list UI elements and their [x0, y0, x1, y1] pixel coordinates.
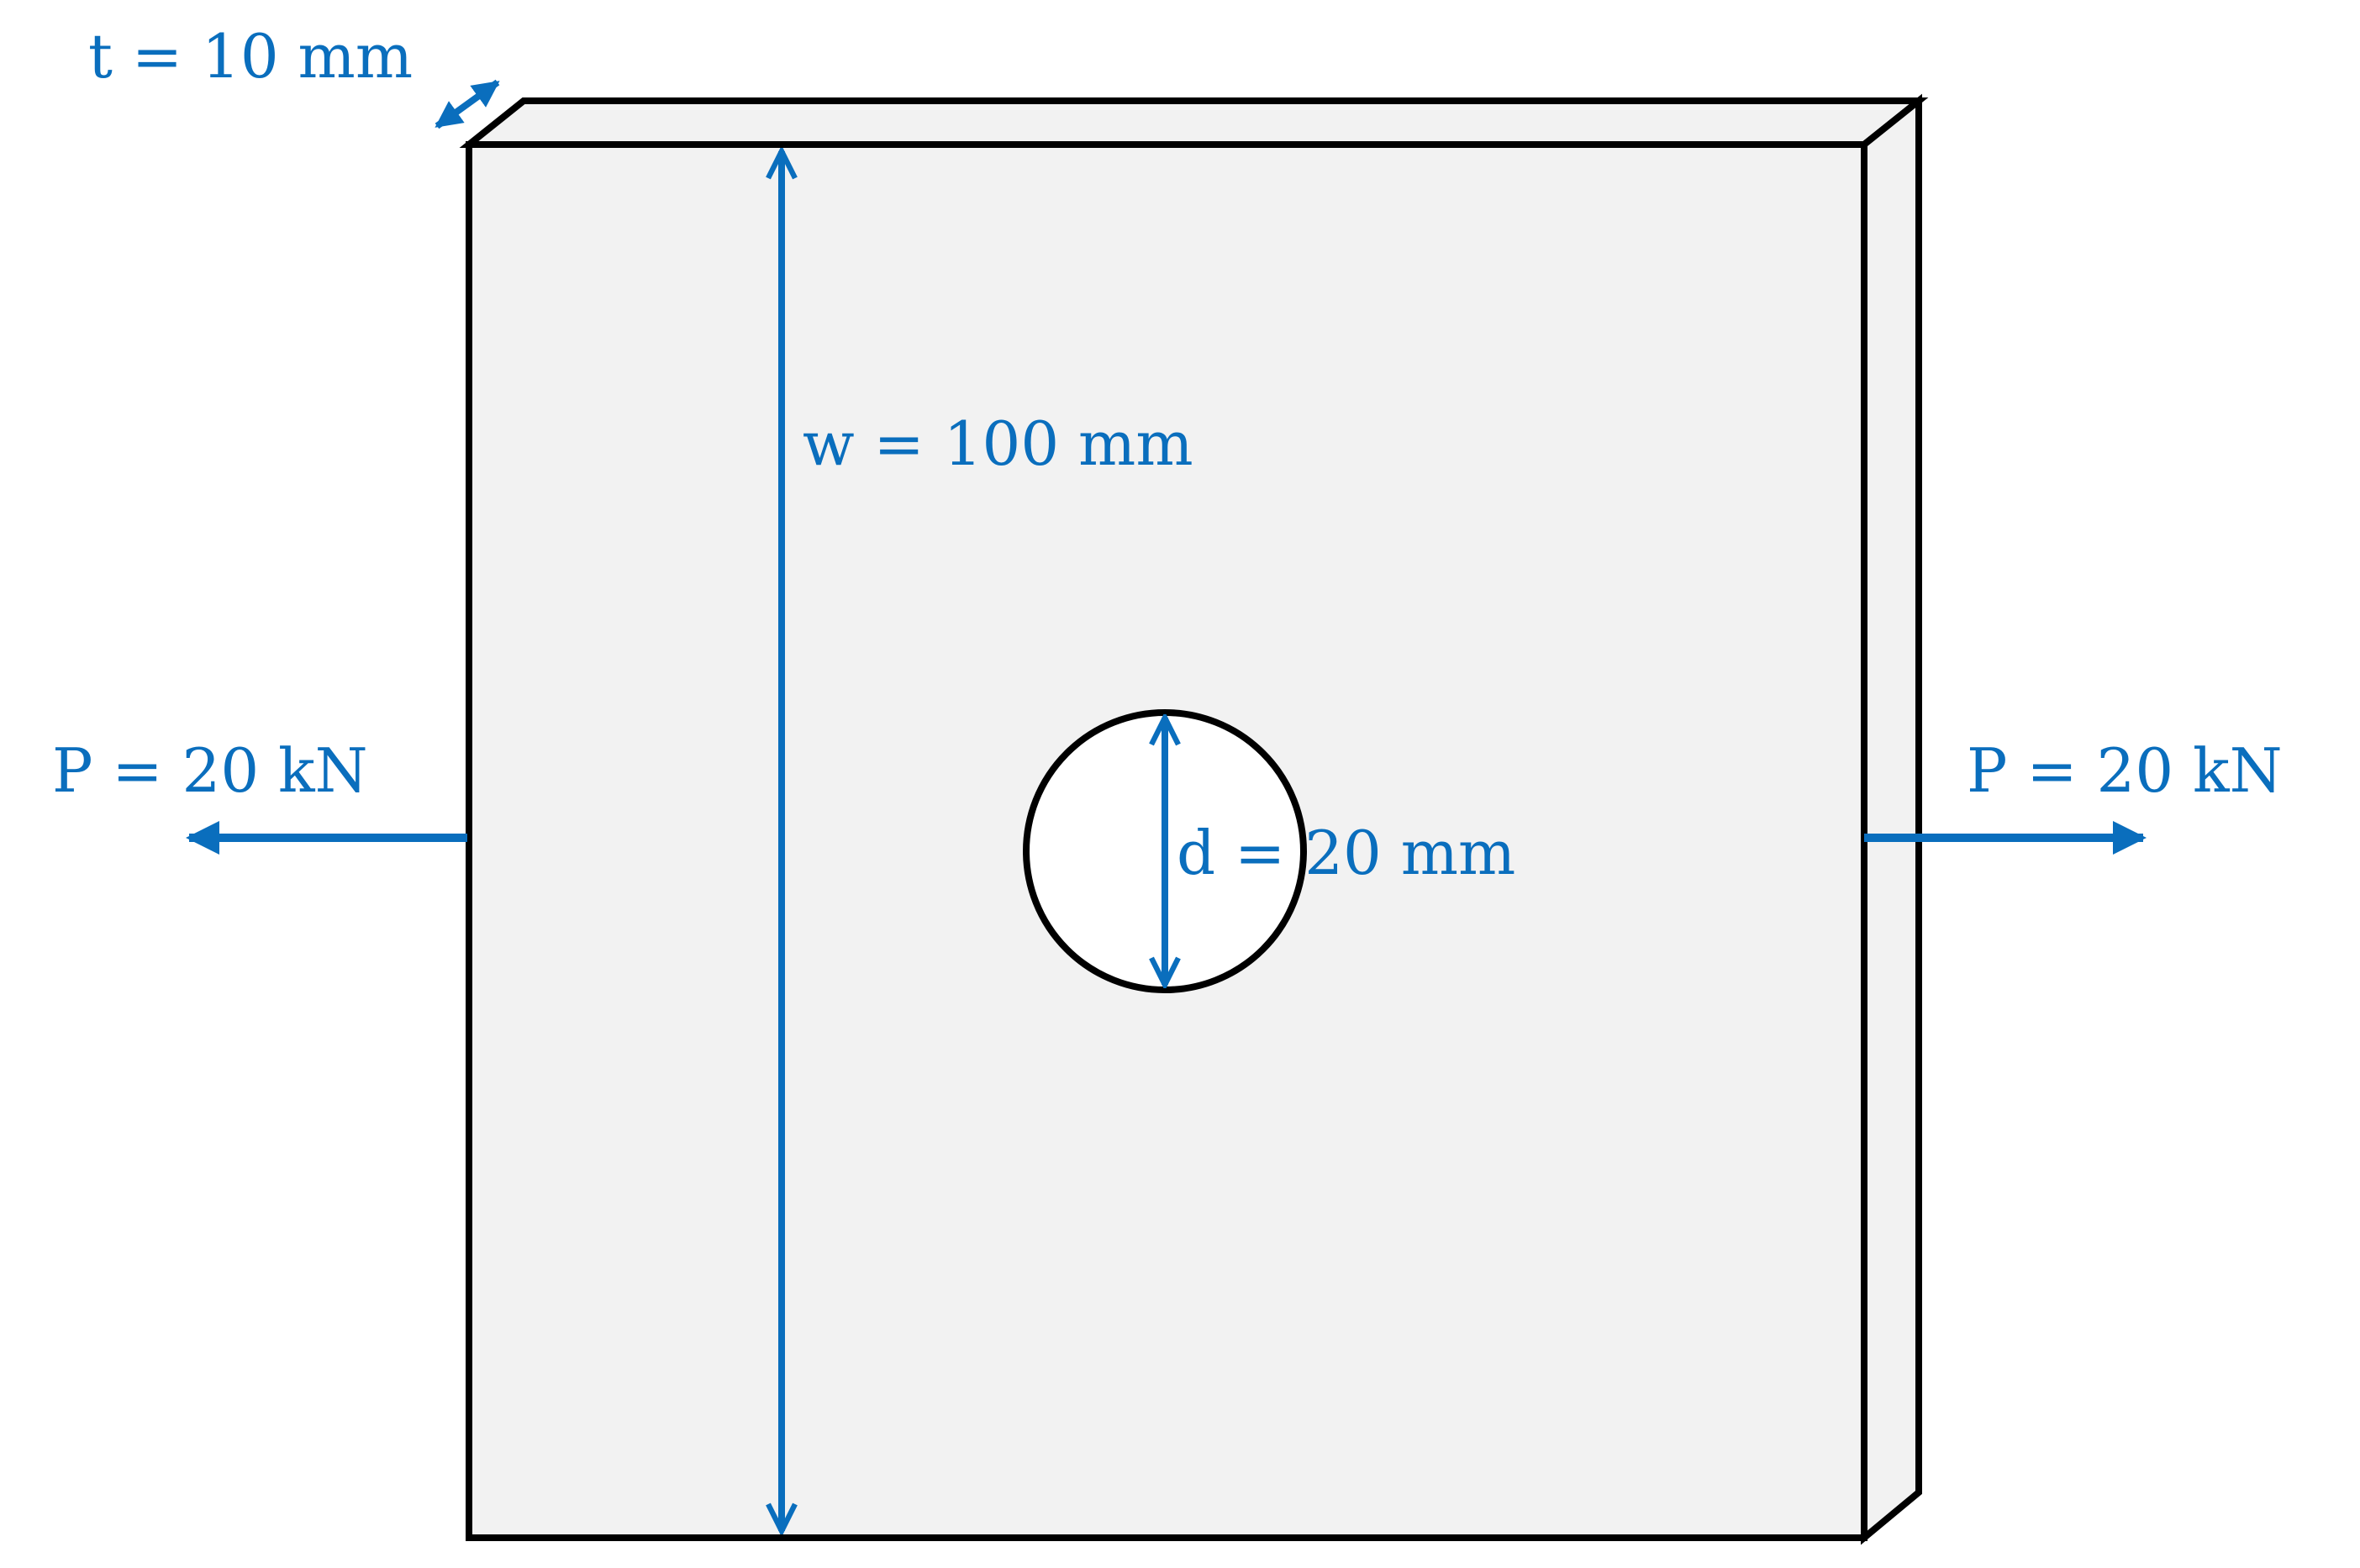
load-label-right: P = 20 kN: [1967, 735, 2283, 806]
plate-top-face: [459, 97, 1929, 148]
thickness-label: t = 10 mm: [88, 21, 413, 92]
diameter-label: d = 20 mm: [1177, 818, 1515, 888]
plate-side-face: [1861, 93, 1922, 1545]
width-label: w = 100 mm: [803, 408, 1193, 479]
thickness-arrow: [435, 79, 500, 129]
load-label-left: P = 20 kN: [52, 735, 368, 806]
